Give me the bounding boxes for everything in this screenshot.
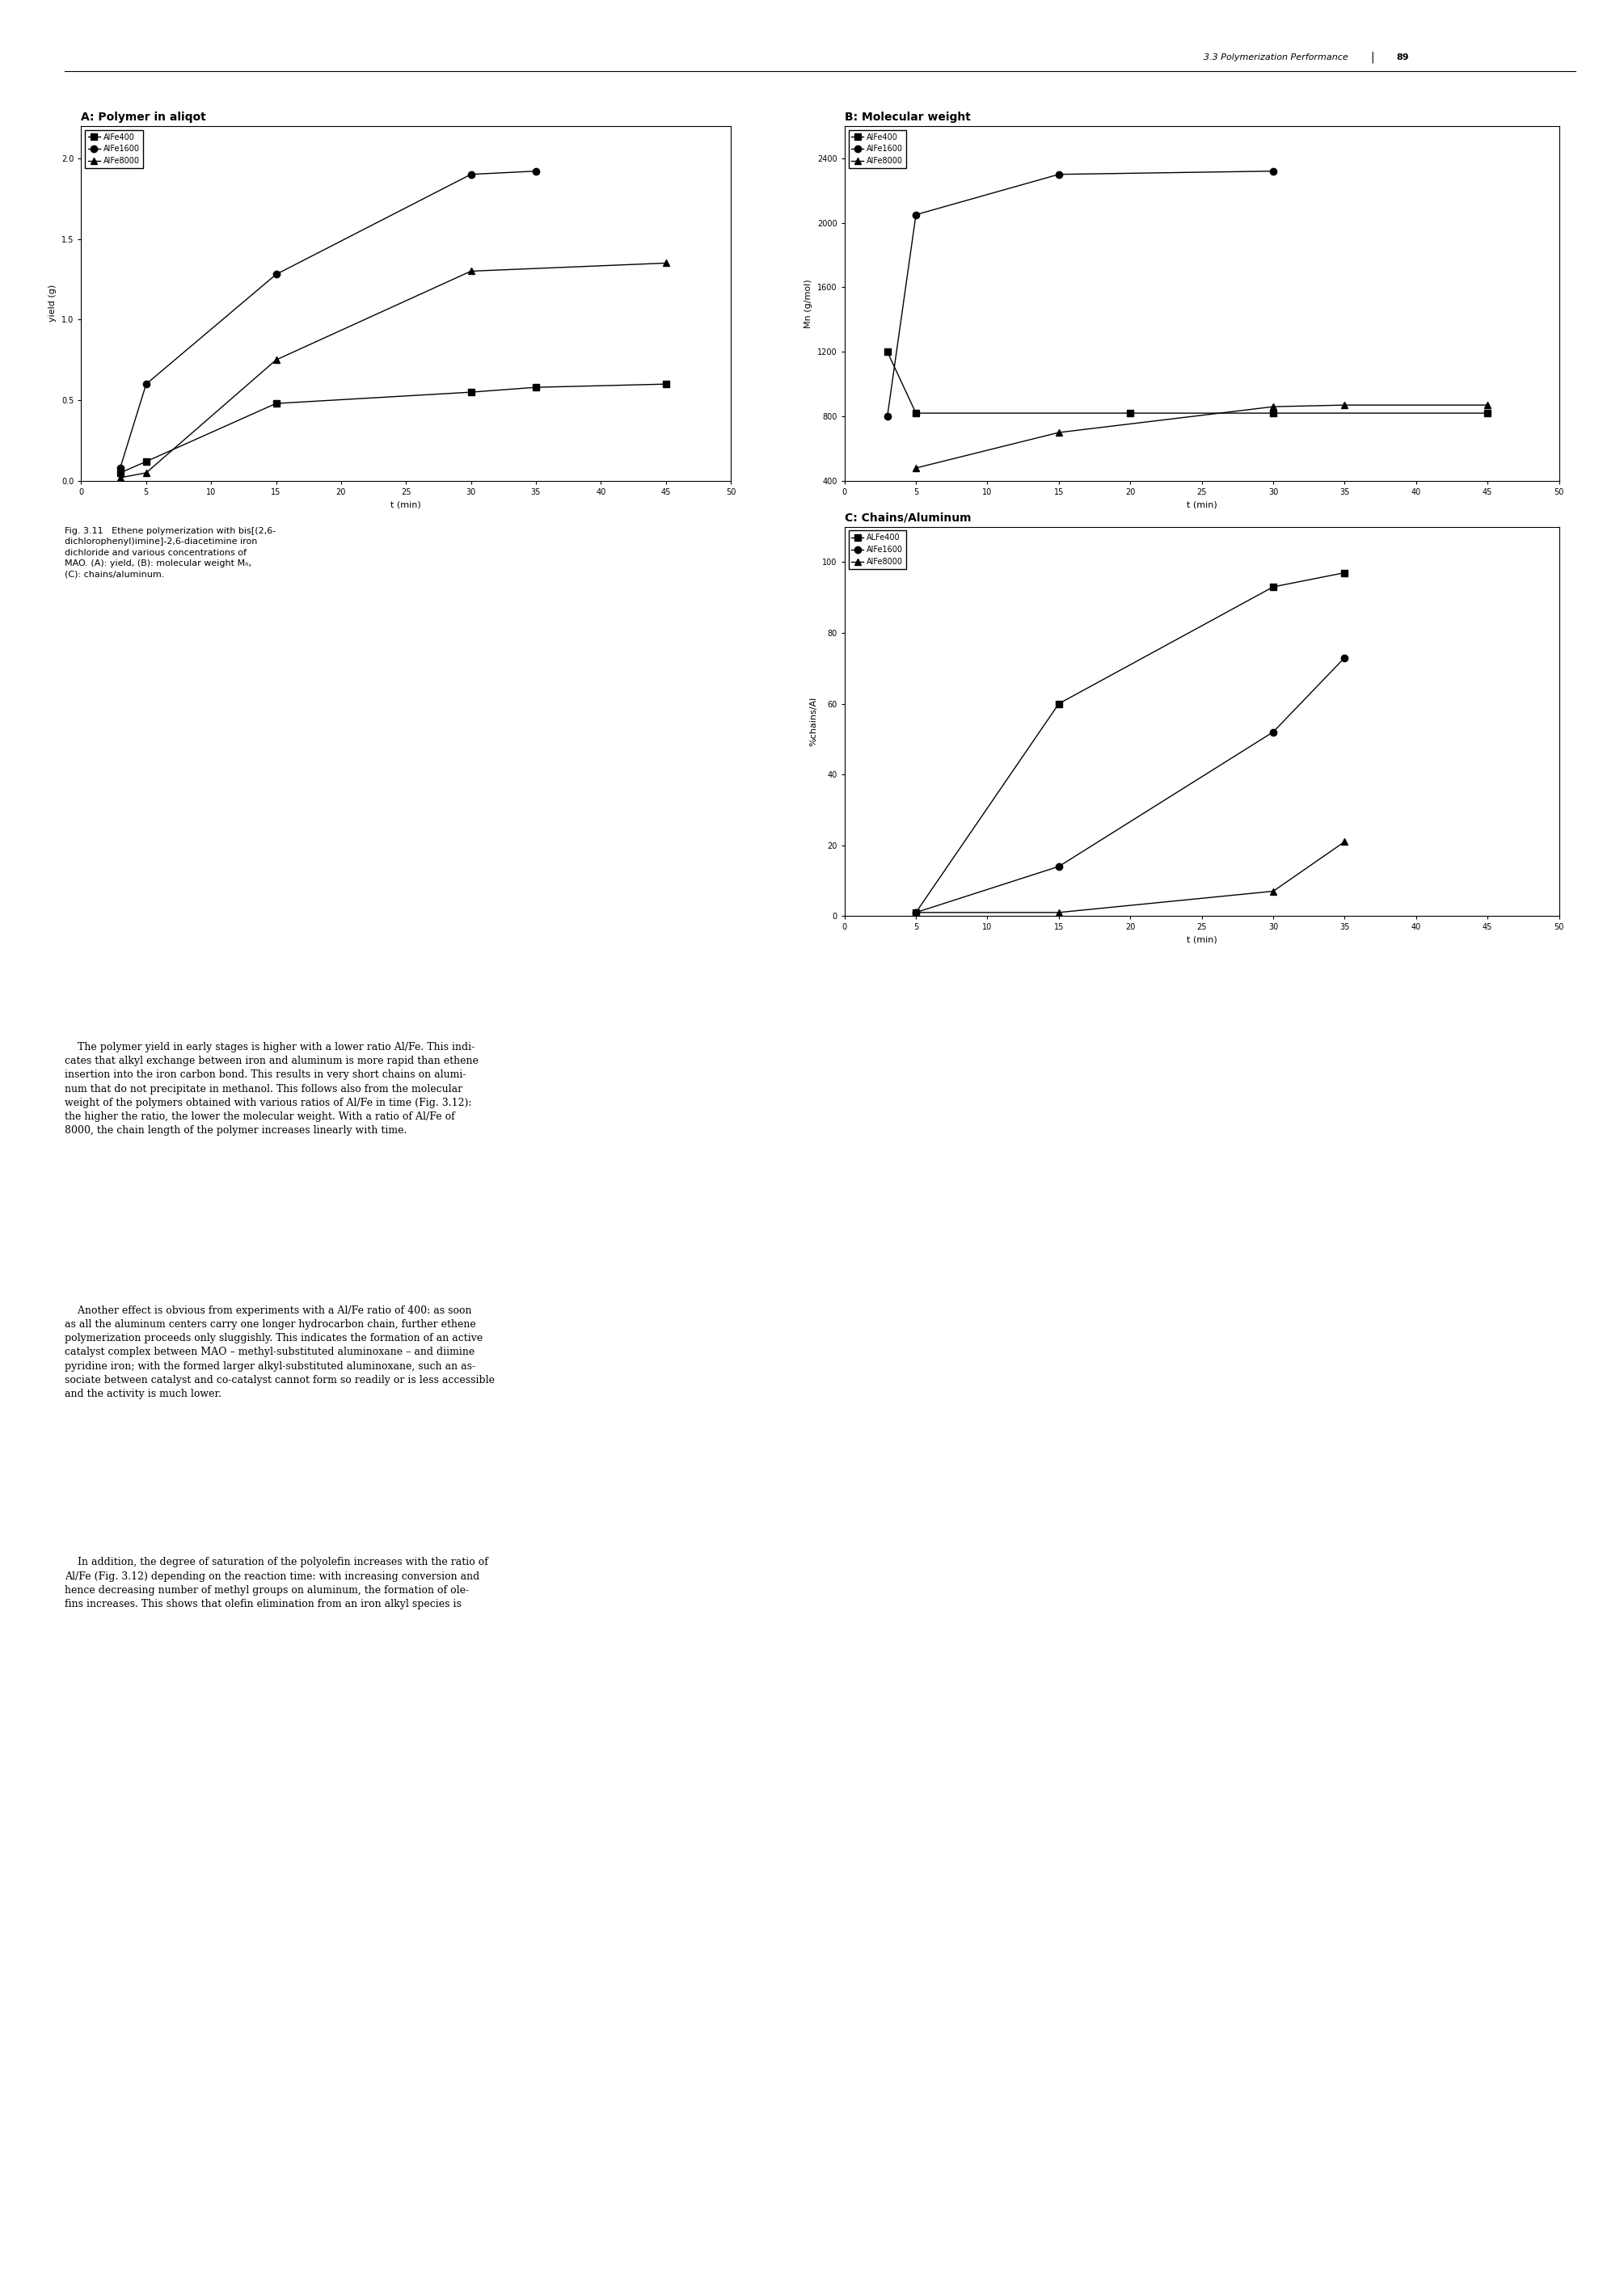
Text: B: Molecular weight: B: Molecular weight	[844, 112, 971, 124]
Line: ALFe400: ALFe400	[913, 570, 1348, 916]
Y-axis label: Mn (g/mol): Mn (g/mol)	[806, 279, 812, 327]
X-axis label: t (min): t (min)	[1187, 502, 1216, 508]
Legend: AlFe400, AlFe1600, AlFe8000: AlFe400, AlFe1600, AlFe8000	[84, 131, 143, 167]
ALFe400	[1263, 572, 1283, 600]
AlFe1600	[136, 371, 156, 398]
Legend: AlFe400, AlFe1600, AlFe8000: AlFe400, AlFe1600, AlFe8000	[848, 131, 906, 167]
AlFe400	[906, 398, 926, 426]
AlFe400	[110, 458, 130, 485]
AlFe400	[1263, 398, 1283, 426]
AlFe8000	[1263, 877, 1283, 905]
Line: AlFe8000: AlFe8000	[117, 259, 669, 481]
Line: AlFe8000: AlFe8000	[913, 401, 1491, 472]
AlFe1600	[877, 403, 896, 431]
AlFe8000	[656, 250, 676, 277]
AlFe1600	[110, 453, 130, 481]
AlFe8000	[461, 256, 481, 284]
Line: AlFe1600: AlFe1600	[883, 167, 1276, 419]
ALFe400	[906, 898, 926, 925]
Text: The polymer yield in early stages is higher with a lower ratio Al/Fe. This indi-: The polymer yield in early stages is hig…	[65, 1042, 479, 1136]
X-axis label: t (min): t (min)	[391, 502, 421, 508]
Text: In addition, the degree of saturation of the polyolefin increases with the ratio: In addition, the degree of saturation of…	[65, 1557, 489, 1610]
Line: AlFe8000: AlFe8000	[913, 838, 1348, 916]
Line: AlFe1600: AlFe1600	[117, 167, 539, 472]
AlFe400	[1478, 398, 1497, 426]
AlFe8000	[1335, 392, 1354, 419]
AlFe1600	[1263, 158, 1283, 185]
Text: 89: 89	[1397, 53, 1410, 62]
ALFe400	[1049, 689, 1069, 717]
AlFe8000	[1049, 419, 1069, 447]
AlFe1600	[906, 898, 926, 925]
ALFe400	[1335, 559, 1354, 586]
X-axis label: t (min): t (min)	[1187, 937, 1216, 943]
AlFe8000	[1478, 392, 1497, 419]
AlFe8000	[1049, 898, 1069, 925]
AlFe400	[136, 449, 156, 476]
AlFe8000	[1263, 394, 1283, 421]
Text: C: Chains/Aluminum: C: Chains/Aluminum	[844, 513, 971, 524]
AlFe8000	[906, 898, 926, 925]
AlFe400	[526, 373, 546, 401]
AlFe1600	[266, 261, 286, 289]
AlFe1600	[1263, 719, 1283, 747]
Text: Fig. 3.11   Ethene polymerization with bis[(2,6-
dichlorophenyl)imine]-2,6-diace: Fig. 3.11 Ethene polymerization with bis…	[65, 527, 276, 579]
Text: A: Polymer in aliqot: A: Polymer in aliqot	[81, 112, 206, 124]
Text: 3.3 Polymerization Performance: 3.3 Polymerization Performance	[1203, 53, 1348, 62]
AlFe400	[877, 339, 896, 366]
AlFe400	[461, 378, 481, 405]
AlFe1600	[461, 160, 481, 188]
AlFe8000	[906, 453, 926, 481]
Y-axis label: yield (g): yield (g)	[49, 284, 57, 323]
AlFe8000	[266, 346, 286, 373]
Y-axis label: %chains/Al: %chains/Al	[810, 696, 818, 747]
AlFe1600	[526, 158, 546, 185]
AlFe8000	[110, 465, 130, 492]
AlFe1600	[1049, 160, 1069, 188]
Text: |: |	[1371, 50, 1374, 64]
Line: AlFe1600: AlFe1600	[913, 655, 1348, 916]
AlFe400	[1121, 398, 1140, 426]
AlFe400	[266, 389, 286, 417]
Legend: ALFe400, AlFe1600, AlFe8000: ALFe400, AlFe1600, AlFe8000	[848, 531, 906, 568]
Line: AlFe400: AlFe400	[883, 348, 1491, 417]
AlFe400	[656, 371, 676, 398]
Line: AlFe400: AlFe400	[117, 380, 669, 476]
AlFe1600	[1049, 852, 1069, 879]
Text: Another effect is obvious from experiments with a Al/Fe ratio of 400: as soon
as: Another effect is obvious from experimen…	[65, 1305, 495, 1399]
AlFe8000	[136, 458, 156, 485]
AlFe8000	[1335, 829, 1354, 856]
AlFe1600	[1335, 643, 1354, 671]
AlFe1600	[906, 202, 926, 229]
